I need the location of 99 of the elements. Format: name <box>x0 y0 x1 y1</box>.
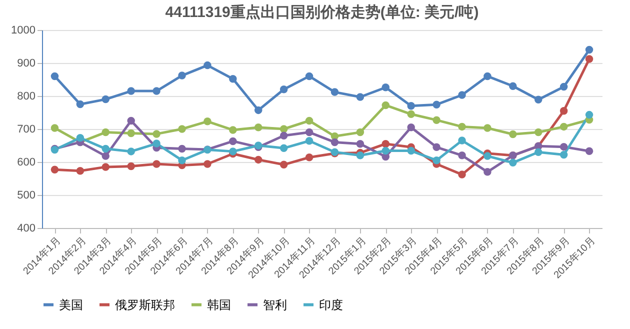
point <box>484 72 492 80</box>
point <box>76 134 84 142</box>
point <box>254 156 262 164</box>
point <box>407 123 415 132</box>
point <box>127 116 135 125</box>
point <box>152 130 160 138</box>
point <box>178 156 186 164</box>
point <box>382 146 390 155</box>
point <box>407 146 415 155</box>
y-tick-label: 1000 <box>11 24 36 36</box>
point <box>484 168 492 176</box>
point <box>229 137 237 146</box>
point <box>152 160 160 168</box>
point <box>280 132 288 140</box>
point <box>407 102 415 110</box>
point <box>509 158 517 167</box>
point <box>330 138 339 146</box>
point <box>560 150 568 159</box>
point <box>178 144 186 153</box>
point <box>484 124 492 132</box>
point <box>305 72 314 80</box>
y-tick-label: 500 <box>17 190 36 202</box>
point <box>585 55 594 63</box>
point <box>305 137 314 145</box>
point <box>152 140 160 148</box>
point <box>432 156 440 164</box>
legend-label: 韩国 <box>207 298 231 312</box>
point <box>356 128 364 136</box>
point <box>432 100 440 108</box>
point <box>280 144 288 152</box>
point <box>458 152 466 160</box>
point <box>204 160 212 168</box>
y-tick-label: 700 <box>17 124 36 136</box>
point <box>534 128 542 136</box>
point <box>280 86 288 94</box>
point <box>102 128 110 136</box>
point <box>585 110 594 119</box>
point <box>152 87 160 95</box>
point <box>509 82 517 90</box>
point <box>102 95 110 104</box>
point <box>50 72 59 80</box>
point <box>254 123 262 132</box>
point <box>127 87 135 95</box>
point <box>50 124 59 132</box>
point <box>560 122 568 131</box>
point <box>229 148 237 156</box>
legend-label: 美国 <box>59 298 83 312</box>
point <box>127 129 135 138</box>
point <box>560 142 568 151</box>
point <box>534 148 542 156</box>
point <box>50 166 59 174</box>
point <box>102 152 110 160</box>
point <box>407 110 415 118</box>
point <box>204 61 212 70</box>
point <box>102 163 110 171</box>
y-tick-label: 900 <box>17 58 36 70</box>
chart-title: 44111319重点出口国别价格走势(单位: 美元/吨) <box>165 3 479 21</box>
point <box>280 160 288 169</box>
point <box>127 162 135 170</box>
point <box>76 100 84 108</box>
y-tick-label: 800 <box>17 90 36 102</box>
point <box>560 82 568 91</box>
point <box>382 140 390 148</box>
point <box>484 152 492 160</box>
point <box>356 93 364 101</box>
point <box>432 116 440 124</box>
legend-label: 印度 <box>319 298 343 312</box>
point <box>254 106 262 114</box>
point <box>585 147 594 155</box>
point <box>458 170 466 178</box>
point <box>458 91 466 99</box>
point <box>229 126 237 134</box>
point <box>585 46 594 54</box>
legend-label: 俄罗斯联邦 <box>115 298 175 312</box>
point <box>305 154 314 162</box>
y-tick-label: 600 <box>17 156 36 168</box>
point <box>432 143 440 152</box>
point <box>534 96 542 104</box>
point <box>356 152 364 160</box>
point <box>178 125 186 133</box>
legend-label: 智利 <box>263 298 287 312</box>
point <box>356 140 364 148</box>
point <box>305 128 314 136</box>
point <box>382 101 390 110</box>
point <box>229 74 237 83</box>
point <box>204 118 212 126</box>
point <box>127 148 135 156</box>
y-tick-label: 400 <box>17 222 36 234</box>
point <box>76 167 84 175</box>
point <box>330 88 339 96</box>
point <box>178 72 186 80</box>
point <box>458 122 466 131</box>
point <box>509 130 517 138</box>
point <box>382 84 390 92</box>
point <box>102 144 110 153</box>
point <box>560 106 568 115</box>
point <box>305 116 314 125</box>
point <box>280 125 288 133</box>
point <box>458 136 466 144</box>
